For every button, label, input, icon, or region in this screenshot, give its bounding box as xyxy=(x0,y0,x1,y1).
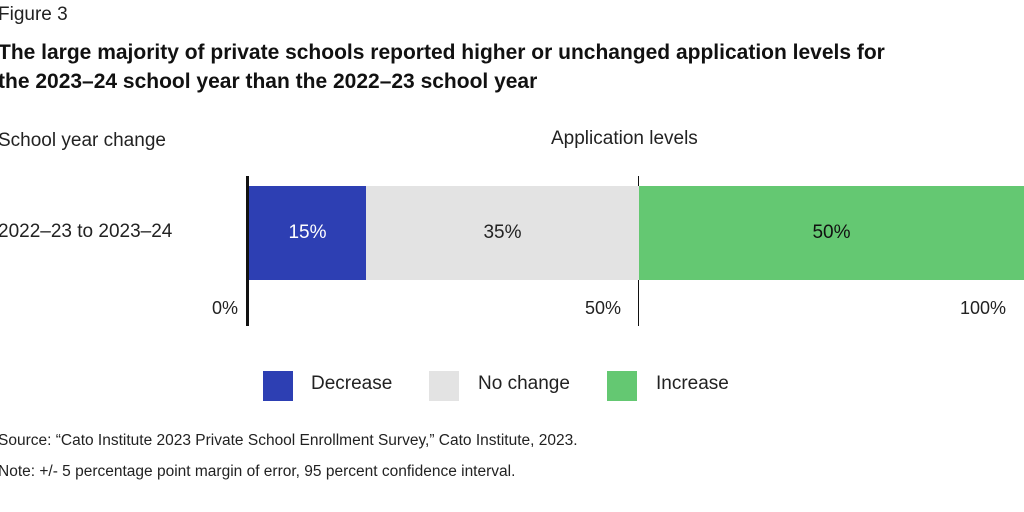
chart-title-line-2: the 2023–24 school year than the 2022–23… xyxy=(0,70,538,93)
footnote: Note: +/- 5 percentage point margin of e… xyxy=(0,463,516,480)
legend-label-no-change: No change xyxy=(478,373,570,394)
legend-label-increase: Increase xyxy=(656,373,729,394)
legend-label-decrease: Decrease xyxy=(311,373,393,394)
x-tick-100: 100% xyxy=(960,298,1007,318)
data-label-decrease: 15% xyxy=(288,222,327,243)
x-axis-title: Application levels xyxy=(551,128,698,149)
x-tick-0: 0% xyxy=(212,298,239,318)
y-axis-header: School year change xyxy=(0,130,166,151)
x-tick-50: 50% xyxy=(585,298,622,318)
legend-swatch-no-change xyxy=(429,371,459,401)
data-label-increase: 50% xyxy=(812,222,851,243)
y-axis-line xyxy=(246,176,249,326)
source-note: Source: “Cato Institute 2023 Private Sch… xyxy=(0,432,578,449)
chart-title-line-1: The large majority of private schools re… xyxy=(0,41,885,64)
bar-increase: 50% xyxy=(639,186,1024,280)
category-label: 2022–23 to 2023–24 xyxy=(0,221,173,242)
data-label-no-change: 35% xyxy=(483,222,522,243)
bar-decrease: 15% xyxy=(249,186,366,280)
legend-swatch-increase xyxy=(607,371,637,401)
bar-no-change: 35% xyxy=(366,186,639,280)
midpoint-tick-top xyxy=(638,176,639,186)
midpoint-tick-bottom xyxy=(638,280,639,326)
figure-label: Figure 3 xyxy=(0,4,68,25)
legend-swatch-decrease xyxy=(263,371,293,401)
